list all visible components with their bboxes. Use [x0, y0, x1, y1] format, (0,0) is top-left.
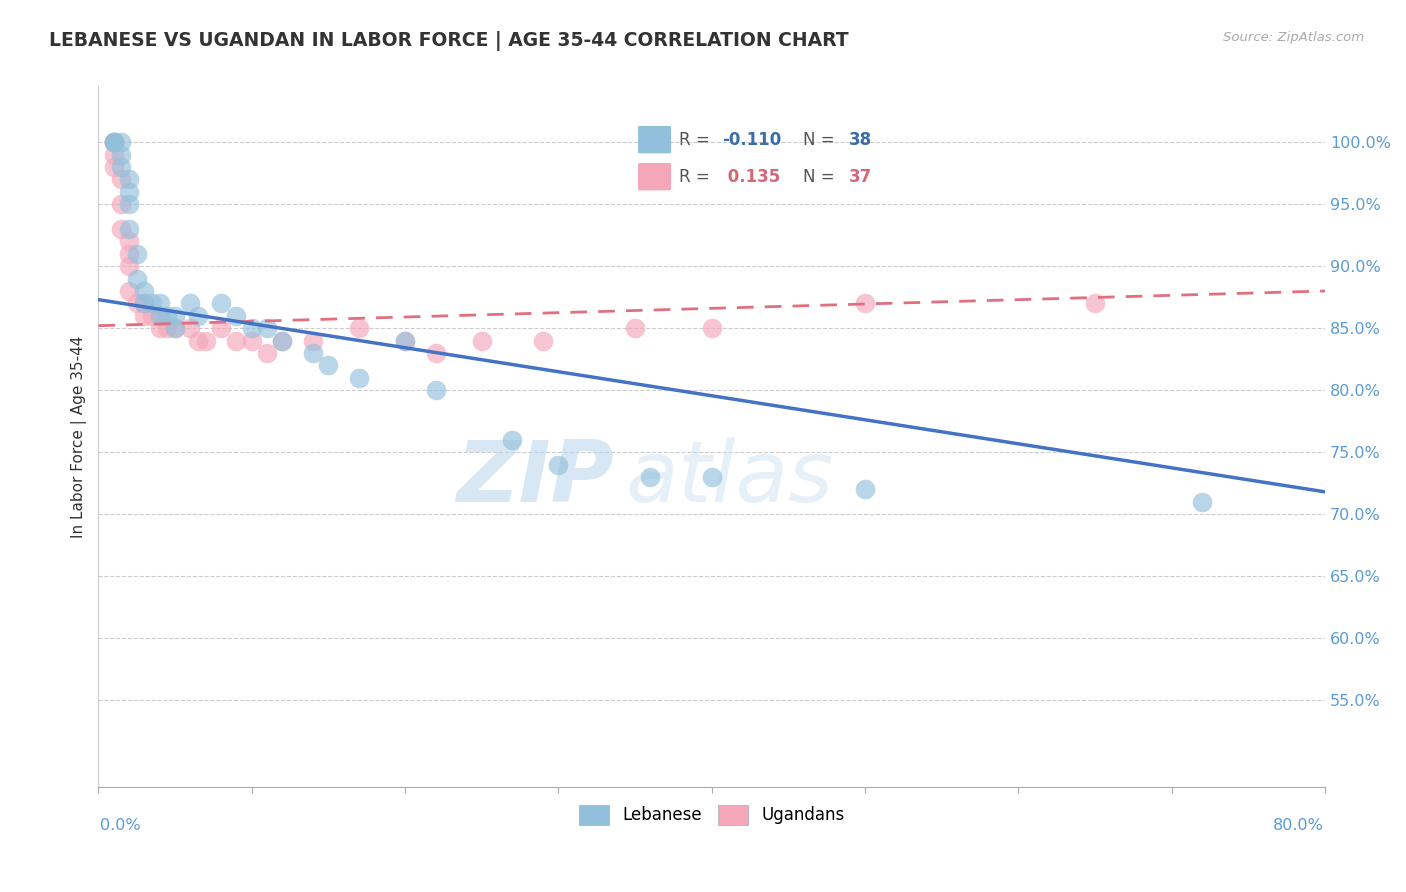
Point [394, 334, 416, 348]
Point [125, 296, 148, 310]
Point [103, 160, 125, 174]
Legend: Lebanese, Ugandans: Lebanese, Ugandans [572, 798, 852, 831]
Point [225, 334, 247, 348]
Point [179, 321, 201, 335]
Point [134, 296, 156, 310]
Point [103, 135, 125, 149]
Point [853, 296, 876, 310]
Point [134, 309, 156, 323]
Point [149, 309, 172, 323]
Point [187, 309, 209, 323]
Point [156, 309, 179, 323]
Point [271, 334, 294, 348]
Point [118, 197, 141, 211]
Point [149, 296, 172, 310]
Point [700, 321, 723, 335]
Point [118, 222, 141, 236]
Point [179, 296, 201, 310]
Text: ZIP: ZIP [456, 437, 613, 520]
Point [700, 470, 723, 484]
Point [118, 246, 141, 260]
Point [394, 334, 416, 348]
Point [853, 483, 876, 497]
Point [141, 309, 163, 323]
Point [163, 321, 186, 335]
Point [640, 470, 662, 484]
Point [118, 172, 141, 186]
Point [225, 309, 247, 323]
Point [134, 296, 156, 310]
Point [103, 135, 125, 149]
Point [531, 334, 554, 348]
Point [110, 147, 132, 161]
Point [103, 147, 125, 161]
Point [240, 321, 263, 335]
Point [347, 371, 370, 385]
Point [425, 383, 447, 397]
Point [471, 334, 494, 348]
Point [271, 334, 294, 348]
Point [256, 321, 278, 335]
Text: 0.0%: 0.0% [100, 818, 141, 833]
Point [1191, 495, 1213, 509]
Point [110, 160, 132, 174]
Y-axis label: In Labor Force | Age 35-44: In Labor Force | Age 35-44 [72, 335, 87, 538]
Point [125, 246, 148, 260]
Point [110, 197, 132, 211]
Point [187, 334, 209, 348]
Point [103, 135, 125, 149]
Point [125, 271, 148, 285]
Point [103, 135, 125, 149]
Point [118, 284, 141, 298]
Point [110, 135, 132, 149]
Point [256, 346, 278, 360]
Point [318, 359, 340, 373]
Point [1084, 296, 1107, 310]
Point [118, 235, 141, 249]
Point [302, 346, 325, 360]
Point [110, 172, 132, 186]
Point [103, 135, 125, 149]
Text: atlas: atlas [626, 437, 834, 520]
Point [501, 433, 523, 447]
Point [149, 321, 172, 335]
Point [194, 334, 217, 348]
Point [624, 321, 647, 335]
Point [134, 284, 156, 298]
Text: LEBANESE VS UGANDAN IN LABOR FORCE | AGE 35-44 CORRELATION CHART: LEBANESE VS UGANDAN IN LABOR FORCE | AGE… [49, 31, 849, 51]
Point [141, 296, 163, 310]
Point [163, 309, 186, 323]
Point [156, 321, 179, 335]
Text: Source: ZipAtlas.com: Source: ZipAtlas.com [1223, 31, 1364, 45]
Point [110, 222, 132, 236]
Point [118, 185, 141, 199]
Point [163, 321, 186, 335]
Point [425, 346, 447, 360]
Point [240, 334, 263, 348]
Point [302, 334, 325, 348]
Point [149, 309, 172, 323]
Point [547, 458, 569, 472]
Point [209, 321, 232, 335]
Point [209, 296, 232, 310]
Point [347, 321, 370, 335]
Text: 80.0%: 80.0% [1272, 818, 1323, 833]
Point [118, 259, 141, 273]
